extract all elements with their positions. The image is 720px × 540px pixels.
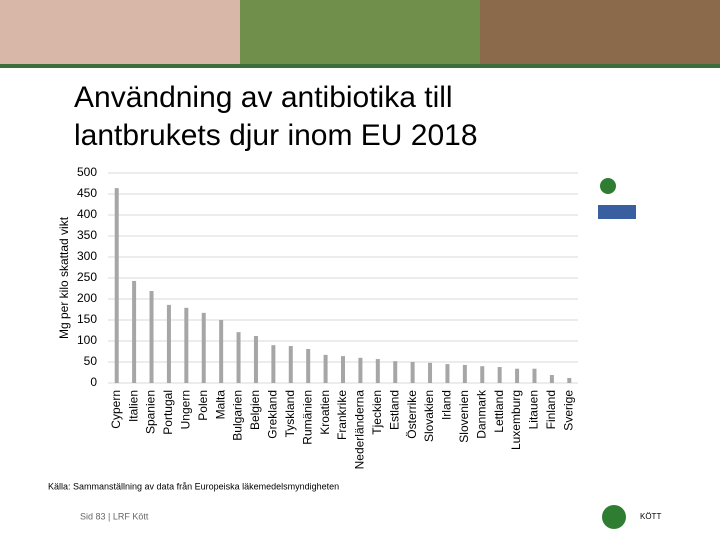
x-tick-label: Litauen (527, 390, 541, 429)
bar (271, 345, 276, 383)
logo: KÖTT (598, 178, 661, 529)
x-tick-label: Ungern (179, 390, 193, 429)
x-tick-label: Finland (544, 390, 558, 429)
logo-text: KÖTT (640, 512, 661, 521)
bar (184, 307, 189, 383)
bar (567, 377, 572, 383)
x-tick-label: Estland (387, 390, 401, 430)
bar (306, 348, 311, 383)
y-tick-label: 350 (77, 228, 97, 242)
x-tick-label: Bulgarien (231, 390, 245, 441)
bar (166, 304, 171, 383)
x-tick-label: Portugal (161, 390, 175, 435)
bar (219, 320, 224, 383)
bar (480, 366, 485, 383)
x-tick-label: Spanien (144, 390, 158, 434)
bar (114, 188, 119, 383)
x-tick-label: Danmark (474, 389, 488, 439)
y-tick-label: 400 (77, 207, 97, 221)
bar (393, 361, 398, 383)
y-tick-label: 500 (77, 165, 97, 179)
x-tick-label: Belgien (248, 390, 262, 430)
bar (410, 362, 415, 383)
photo-strip (0, 0, 720, 68)
title-line: lantbrukets djur inom EU 2018 (74, 119, 478, 152)
x-tick-label: Cypern (109, 390, 123, 429)
y-tick-label: 150 (77, 312, 97, 326)
bar (132, 280, 137, 383)
x-tick-label: Italien (126, 390, 140, 422)
y-tick-label: 250 (77, 270, 97, 284)
bar (497, 367, 502, 383)
x-tick-label: Sverige (561, 390, 575, 431)
y-tick-label: 300 (77, 249, 97, 263)
bar (236, 332, 241, 383)
y-tick-label: 200 (77, 291, 97, 305)
x-tick-label: Grekland (266, 390, 280, 439)
title-line: Användning av antibiotika till (74, 81, 453, 114)
bar (445, 364, 450, 383)
x-tick-label: Irland (440, 390, 454, 420)
bar (341, 356, 345, 383)
x-tick-label: Slovakien (422, 390, 436, 442)
y-tick-label: 100 (77, 333, 97, 347)
x-tick-label: Nederländerna (353, 390, 367, 470)
y-tick-label: 450 (77, 186, 97, 200)
x-tick-label: Lettland (492, 390, 506, 433)
bar (549, 375, 554, 383)
bar (532, 368, 537, 383)
bar (358, 357, 363, 383)
source: Källa: Sammanställning av data från Euro… (48, 481, 339, 491)
x-tick-label: Rumänien (300, 390, 314, 445)
x-tick-label: Luxemburg (509, 390, 523, 450)
bar (375, 359, 380, 383)
bar (253, 335, 258, 383)
bar (428, 362, 433, 383)
bar (149, 291, 154, 383)
bar (323, 354, 328, 383)
bar (462, 364, 467, 383)
y-tick-label: 50 (84, 354, 98, 368)
y-tick-label: 0 (90, 375, 97, 389)
footer: Sid 83 | LRF Kött (80, 511, 149, 521)
x-tick-label: Österrike (405, 390, 419, 439)
bar (288, 346, 293, 383)
x-tick-label: Tyskland (283, 390, 297, 437)
bar (515, 368, 520, 383)
x-tick-label: Malta (213, 390, 227, 420)
y-axis-label: Mg per kilo skattad vikt (57, 216, 71, 339)
x-tick-label: Tjeckien (370, 390, 384, 435)
x-tick-label: Slovenien (457, 390, 471, 443)
x-tick-label: Polen (196, 390, 210, 421)
bar (201, 312, 206, 383)
x-tick-label: Frankrike (335, 390, 349, 440)
x-tick-label: Kroatien (318, 390, 332, 435)
